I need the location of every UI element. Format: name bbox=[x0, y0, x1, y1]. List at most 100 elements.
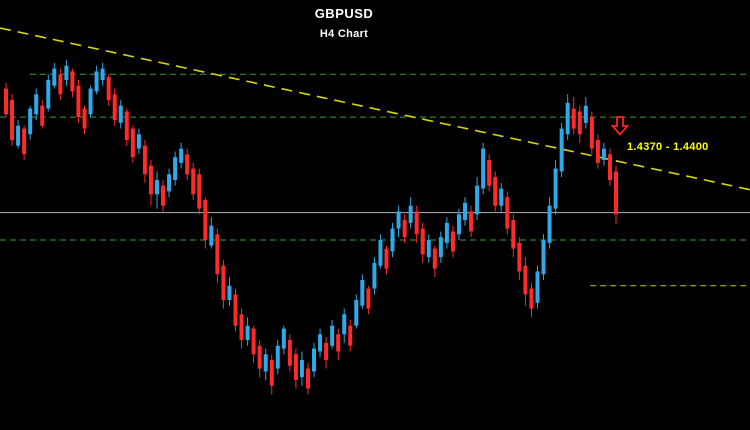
bull-candle-body bbox=[390, 228, 395, 252]
bull-candle-body bbox=[438, 237, 443, 258]
bear-candle-body bbox=[324, 342, 329, 360]
bull-candle-body bbox=[541, 240, 546, 275]
bear-candle-body bbox=[420, 228, 425, 255]
bear-candle-body bbox=[505, 197, 510, 229]
bull-candle-body bbox=[88, 88, 93, 115]
bull-candle-body bbox=[408, 205, 413, 223]
bear-candle-body bbox=[124, 111, 129, 140]
bear-candle-body bbox=[589, 117, 594, 149]
bull-candle-body bbox=[245, 325, 250, 340]
bull-candle-body bbox=[535, 271, 540, 303]
bull-candle-body bbox=[94, 71, 99, 92]
chart-title: GBPUSD bbox=[314, 6, 374, 21]
bear-candle-body bbox=[432, 248, 437, 269]
bull-candle-body bbox=[444, 222, 449, 243]
bear-candle-body bbox=[112, 94, 117, 120]
chart-subtitle: H4 Chart bbox=[319, 28, 369, 40]
down-arrow-icon bbox=[610, 116, 630, 136]
bear-candle-body bbox=[221, 265, 226, 300]
bear-candle-body bbox=[595, 140, 600, 163]
bull-candle-body bbox=[342, 314, 347, 335]
bear-candle-body bbox=[191, 168, 196, 195]
bull-candle-body bbox=[499, 188, 504, 206]
bear-candle-body bbox=[4, 88, 8, 115]
bull-candle-body bbox=[299, 360, 304, 378]
descending-trendline bbox=[0, 27, 750, 191]
bear-candle-body bbox=[493, 177, 498, 206]
bear-candle-body bbox=[161, 185, 166, 206]
bear-candle-body bbox=[106, 77, 111, 100]
bull-candle-body bbox=[456, 214, 461, 235]
bull-candle-body bbox=[275, 345, 280, 369]
bear-candle-body bbox=[384, 248, 389, 269]
bull-candle-body bbox=[209, 225, 214, 246]
bull-candle-body bbox=[426, 240, 431, 258]
bear-candle-body bbox=[76, 85, 81, 118]
bull-candle-body bbox=[378, 240, 383, 266]
bull-candle-body bbox=[318, 334, 323, 352]
bear-candle-body bbox=[142, 145, 147, 175]
bear-candle-body bbox=[469, 211, 474, 232]
bear-candle-body bbox=[251, 328, 256, 355]
bull-candle-body bbox=[463, 202, 468, 220]
bull-candle-body bbox=[565, 102, 570, 135]
bear-candle-body bbox=[402, 220, 407, 238]
bear-candle-body bbox=[414, 211, 419, 235]
bull-candle-body bbox=[100, 68, 105, 80]
bear-candle-body bbox=[82, 108, 87, 129]
bear-candle-body bbox=[70, 71, 75, 92]
bull-candle-body bbox=[481, 148, 486, 189]
bull-candle-body bbox=[281, 328, 286, 349]
bull-candle-body bbox=[64, 65, 69, 80]
bull-candle-body bbox=[46, 80, 51, 109]
bear-candle-body bbox=[511, 220, 516, 249]
bull-candle-body bbox=[136, 134, 141, 149]
bull-candle-body bbox=[179, 148, 184, 163]
bear-candle-body bbox=[336, 334, 341, 352]
bear-candle-body bbox=[197, 174, 202, 209]
bull-candle-body bbox=[360, 280, 365, 306]
bear-candle-body bbox=[148, 165, 153, 195]
bull-candle-body bbox=[52, 68, 57, 86]
bear-candle-body bbox=[269, 360, 274, 386]
bear-candle-body bbox=[577, 111, 582, 135]
bull-candle-body bbox=[263, 354, 268, 372]
bull-candle-body bbox=[312, 348, 317, 372]
bear-candle-body bbox=[614, 171, 618, 215]
bear-candle-body bbox=[523, 265, 528, 295]
bear-candle-body bbox=[293, 354, 298, 380]
bear-candle-body bbox=[58, 74, 63, 95]
bear-candle-body bbox=[517, 242, 522, 272]
bear-candle-body bbox=[203, 200, 208, 240]
bull-candle-body bbox=[601, 148, 606, 160]
bear-candle-body bbox=[287, 340, 292, 366]
bear-candle-body bbox=[233, 294, 238, 326]
bear-candle-body bbox=[348, 325, 353, 346]
bear-candle-body bbox=[239, 314, 244, 340]
bull-candle-body bbox=[34, 94, 39, 115]
bull-candle-body bbox=[553, 168, 558, 209]
bull-candle-body bbox=[354, 300, 359, 326]
bear-candle-body bbox=[571, 108, 576, 129]
bear-candle-body bbox=[450, 231, 455, 252]
bear-candle-body bbox=[130, 128, 135, 158]
resistance-zone-label: 1.4370 - 1.4400 bbox=[627, 141, 709, 153]
bull-candle-body bbox=[583, 105, 588, 123]
bull-candle-body bbox=[547, 205, 552, 243]
bull-candle-body bbox=[154, 180, 159, 195]
bull-candle-body bbox=[16, 125, 21, 146]
bear-candle-body bbox=[10, 100, 15, 140]
bull-candle-body bbox=[475, 185, 480, 215]
bull-candle-body bbox=[28, 108, 33, 135]
bull-candle-body bbox=[396, 211, 401, 229]
bear-candle-body bbox=[305, 368, 310, 389]
bear-candle-body bbox=[215, 234, 220, 275]
bull-candle-body bbox=[559, 128, 564, 172]
bear-candle-body bbox=[487, 160, 492, 186]
bull-candle-body bbox=[372, 262, 377, 289]
bear-candle-body bbox=[607, 154, 612, 180]
bull-candle-body bbox=[330, 325, 335, 346]
bear-candle-body bbox=[366, 288, 371, 309]
